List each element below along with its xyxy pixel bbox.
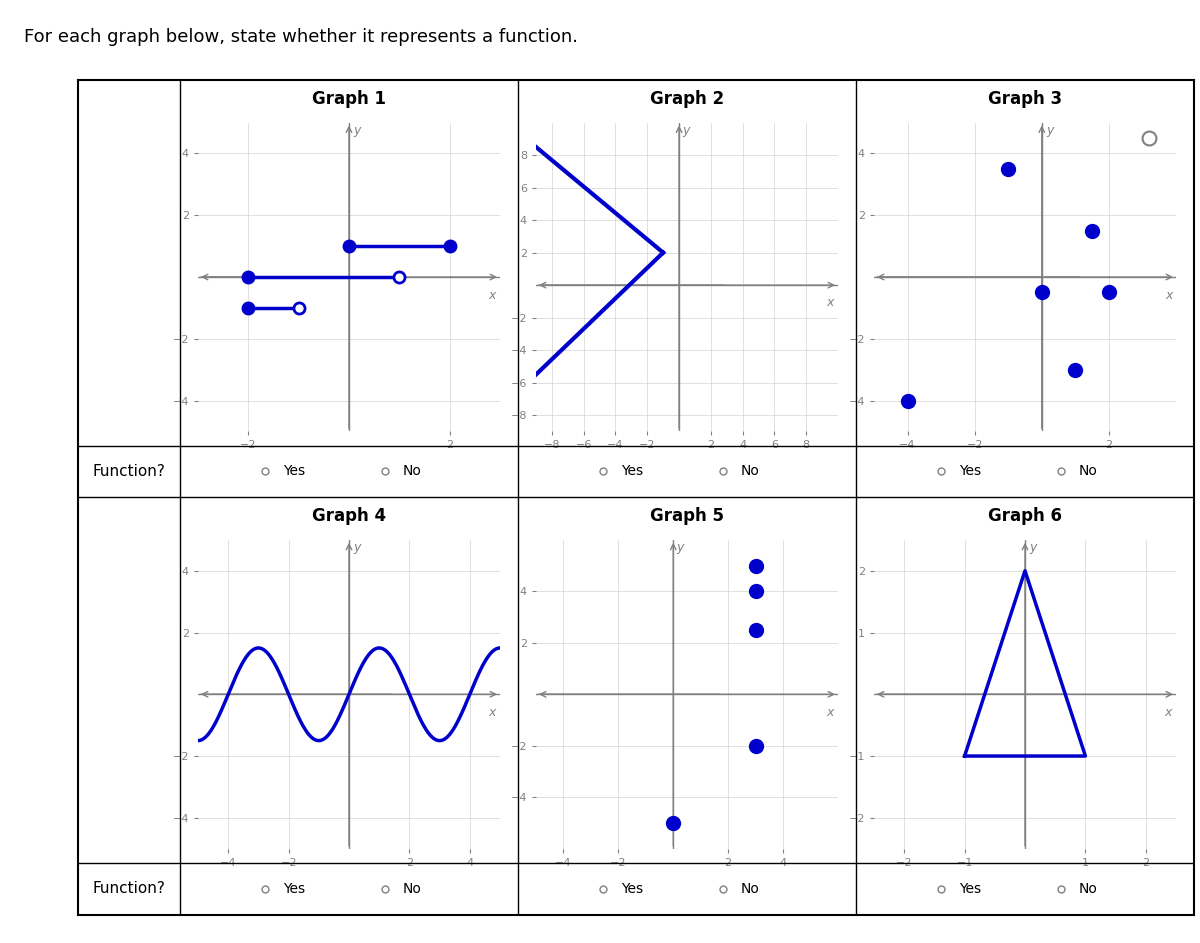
Text: Yes: Yes xyxy=(622,465,643,478)
Text: x: x xyxy=(1165,706,1172,720)
Text: x: x xyxy=(488,706,496,720)
Text: Yes: Yes xyxy=(959,882,982,896)
Text: x: x xyxy=(1165,290,1172,302)
Text: Function?: Function? xyxy=(92,882,166,896)
Text: x: x xyxy=(488,290,496,302)
Text: Graph 4: Graph 4 xyxy=(312,506,386,525)
Text: y: y xyxy=(683,124,690,138)
Text: No: No xyxy=(1079,882,1098,896)
Text: y: y xyxy=(1028,541,1037,554)
Text: Function?: Function? xyxy=(92,464,166,479)
Text: Graph 2: Graph 2 xyxy=(650,90,724,108)
Text: Graph 6: Graph 6 xyxy=(988,506,1062,525)
Text: x: x xyxy=(827,296,834,309)
Text: For each graph below, state whether it represents a function.: For each graph below, state whether it r… xyxy=(24,28,578,46)
Text: y: y xyxy=(1046,124,1054,137)
Text: Yes: Yes xyxy=(959,465,982,478)
Text: x: x xyxy=(826,706,834,720)
Text: y: y xyxy=(353,541,360,554)
Text: Graph 3: Graph 3 xyxy=(988,90,1062,108)
Text: Yes: Yes xyxy=(283,882,305,896)
Text: No: No xyxy=(742,882,760,896)
Text: Yes: Yes xyxy=(283,465,305,478)
Text: Yes: Yes xyxy=(622,882,643,896)
Text: No: No xyxy=(1079,465,1098,478)
Text: Graph 5: Graph 5 xyxy=(650,506,724,525)
Text: Graph 1: Graph 1 xyxy=(312,90,386,108)
Text: No: No xyxy=(742,465,760,478)
Text: y: y xyxy=(353,124,360,137)
Text: No: No xyxy=(403,882,422,896)
Text: No: No xyxy=(403,465,422,478)
Text: y: y xyxy=(677,541,684,554)
